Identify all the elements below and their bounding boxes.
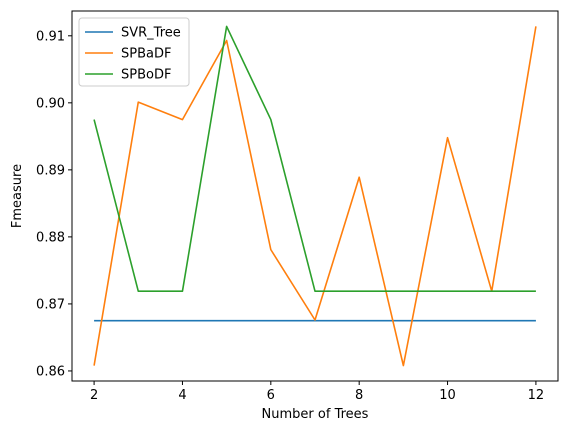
axes-frame (71, 10, 559, 382)
y-tick-label: 0.88 (36, 230, 65, 245)
series-line-spbadf (93, 26, 537, 367)
y-tick-label: 0.87 (36, 297, 65, 312)
x-tick-label: 10 (439, 388, 456, 403)
legend-label: SPBoDF (121, 68, 171, 83)
legend-box (78, 17, 190, 87)
x-tick-label: 6 (267, 388, 275, 403)
x-tick-label: 4 (178, 388, 186, 403)
y-tick-label: 0.86 (36, 364, 65, 379)
plot-area (93, 25, 537, 367)
y-tick-label: 0.89 (36, 163, 65, 178)
x-axis-label: Number of Trees (262, 407, 369, 422)
y-axis-label: Fmeasure (10, 164, 25, 228)
y-tick-label: 0.91 (36, 29, 65, 44)
y-tick-label: 0.90 (36, 96, 65, 111)
x-tick-label: 2 (90, 388, 98, 403)
series-line-spbodf (93, 25, 536, 292)
legend: SVR_Tree SPBaDF SPBoDF (78, 17, 190, 87)
legend-label: SPBaDF (121, 47, 171, 62)
axis-ticks: 2 4 6 8 10 12 0.86 0.87 0.88 0.89 0.90 0.91 (36, 29, 544, 403)
legend-label: SVR_Tree (121, 26, 181, 41)
x-tick-label: 12 (528, 388, 545, 403)
x-tick-label: 8 (355, 388, 363, 403)
